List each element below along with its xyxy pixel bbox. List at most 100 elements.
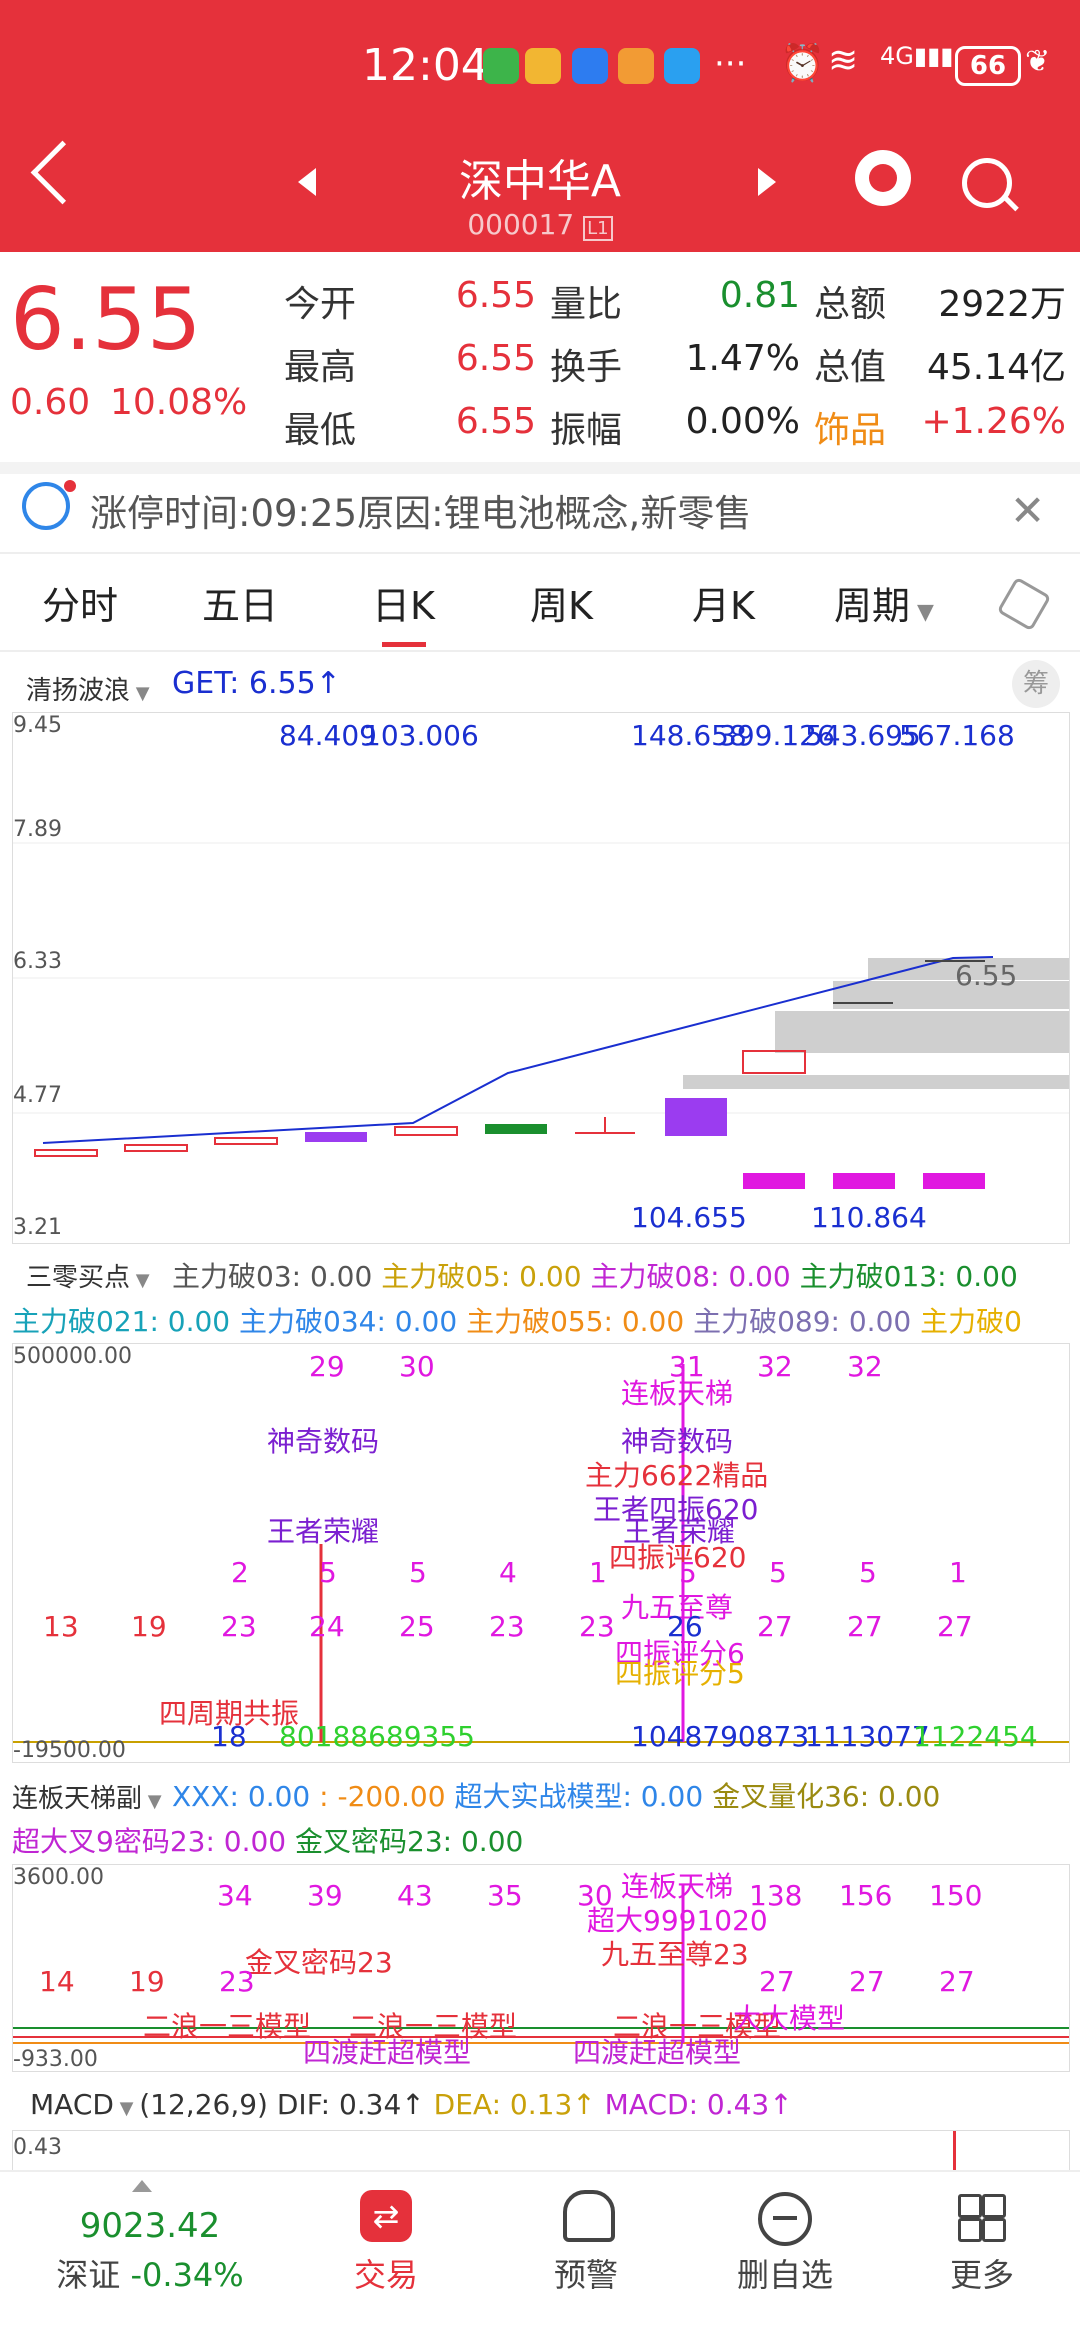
- nav-alert[interactable]: 预警: [553, 2256, 618, 2294]
- chip-distribution-button[interactable]: 筹: [1012, 660, 1060, 708]
- search-icon[interactable]: [962, 158, 1012, 208]
- indicator-value: 主力破055: 0.00: [466, 1305, 685, 1338]
- signal-label: 四振评分5: [615, 1657, 745, 1690]
- divider: [0, 650, 1080, 652]
- signal-label: 27: [849, 1965, 885, 1998]
- bulb-icon: [22, 482, 70, 530]
- signal-label: 四振评620: [609, 1541, 747, 1574]
- indicator-name: 清扬波浪: [26, 676, 131, 706]
- label-low: 最低: [284, 410, 357, 451]
- signal-label: 5: [859, 1556, 877, 1589]
- candle: [485, 1124, 547, 1134]
- signal-label: 5: [769, 1556, 787, 1589]
- expand-icon[interactable]: [132, 2180, 152, 2192]
- signal-label: 2: [231, 1556, 249, 1589]
- signal-label: 1122454: [913, 1720, 1038, 1753]
- label-market-value: 总值: [814, 347, 887, 388]
- grid-more-icon[interactable]: [958, 2194, 1006, 2242]
- current-price: 6.55: [10, 270, 202, 370]
- chip-bar: [833, 981, 1069, 1009]
- chevron-down-icon: ▼: [142, 1791, 162, 1812]
- tab-intraday[interactable]: 分时: [42, 584, 119, 628]
- indicator-values-line1: 主力破03: 0.00 主力破05: 0.00 主力破08: 0.00 主力破0…: [172, 1255, 1018, 1295]
- nav-more[interactable]: 更多: [949, 2256, 1014, 2294]
- value-turnover-rate: 1.47%: [685, 338, 800, 379]
- signal-label: 神奇数码: [267, 1425, 380, 1458]
- indicator-selector[interactable]: 连板天梯副 ▼: [12, 1778, 162, 1815]
- tab-daily-k[interactable]: 日K: [372, 584, 435, 628]
- tab-monthly-k[interactable]: 月K: [692, 584, 755, 628]
- chevron-down-icon: ▼: [910, 600, 934, 625]
- signal-label: 王者四振620: [593, 1493, 759, 1526]
- y-tick: 9.45: [13, 713, 62, 738]
- candle: [214, 1137, 278, 1145]
- tab-period[interactable]: 周期 ▼: [834, 575, 934, 630]
- previous-stock-icon[interactable]: [298, 168, 316, 196]
- signal-label: 连板天梯: [621, 1870, 734, 1903]
- signal-label: 四渡赶超模型: [573, 2036, 742, 2069]
- remove-watchlist-icon[interactable]: [758, 2192, 812, 2246]
- bottom-nav: [0, 2170, 1080, 2326]
- indicator-value: 主力破034: 0.00: [239, 1305, 458, 1338]
- indicator-value: XXX: 0.00: [172, 1780, 311, 1813]
- app-header: 12:04 ··· ⏰ ≋ 4G▮▮▮ 66 ❦ 深中华A 000017 L1: [0, 0, 1080, 252]
- chart-value-label: 103.006: [363, 719, 479, 752]
- close-icon[interactable]: ✕: [1010, 486, 1046, 535]
- value-turnover-amount: 2922万: [938, 284, 1066, 325]
- nav-trade[interactable]: 交易: [353, 2256, 418, 2294]
- status-time: 12:04: [362, 40, 489, 91]
- indicator-selector[interactable]: 清扬波浪 ▼: [26, 670, 150, 707]
- signal-label: 80188689355: [279, 1720, 475, 1753]
- signal-label: 九五至尊23: [601, 1938, 749, 1971]
- value-high: 6.55: [455, 338, 536, 379]
- signal-label: 1048790873: [631, 1720, 810, 1753]
- chart-value-label: 543.695: [805, 719, 921, 752]
- chip-bar: [868, 958, 1069, 980]
- limit-up-notice[interactable]: 涨停时间:09:25原因:锂电池概念,新零售: [90, 492, 752, 535]
- signal-label: 13: [43, 1610, 79, 1643]
- signal-label: 大大模型: [733, 2002, 846, 2035]
- signal-label: 5: [679, 1556, 697, 1589]
- signal-label: 王者荣耀: [267, 1515, 380, 1548]
- indicator-values-line1: XXX: 0.00 : -200.00 超大实战模型: 0.00 金叉量化36:…: [172, 1775, 940, 1815]
- signal-label: 27: [757, 1610, 793, 1643]
- trade-icon[interactable]: ⇄: [360, 2190, 412, 2242]
- indicator-selector[interactable]: 三零买点 ▼: [26, 1257, 150, 1294]
- bell-icon[interactable]: [563, 2190, 615, 2242]
- nav-remove-watchlist[interactable]: 删自选: [736, 2256, 833, 2294]
- signal-label: 24: [309, 1610, 345, 1643]
- index-value[interactable]: 9023.42: [79, 2206, 221, 2246]
- label-sector[interactable]: 饰品: [814, 410, 887, 451]
- indicator-chart-2[interactable]: 500000.00 -19500.00 29 30 31 32 32 连板天梯 …: [12, 1343, 1070, 1763]
- tab-five-day[interactable]: 五日: [202, 584, 279, 628]
- signal-label: 二浪一三模型: [143, 2010, 312, 2043]
- settings-icon[interactable]: [996, 576, 1052, 632]
- index-summary[interactable]: 深证 -0.34%: [40, 2250, 260, 2296]
- signal-label: 19: [131, 1610, 167, 1643]
- next-stock-icon[interactable]: [758, 168, 776, 196]
- indicator-svg: [13, 1364, 1069, 1743]
- value-sector[interactable]: +1.26%: [921, 401, 1066, 442]
- indicator-value: 金叉密码23: 0.00: [295, 1825, 524, 1858]
- signal-label: 32: [757, 1350, 793, 1383]
- signal-label: 32: [847, 1350, 883, 1383]
- indicator-value: 主力破03: 0.00: [172, 1260, 373, 1293]
- kline-chart[interactable]: 9.45 7.89 6.33 4.77 3.21 84.409 103.006 …: [12, 712, 1070, 1244]
- signal-label: 主力6622精品: [585, 1459, 769, 1492]
- chart-value-label: 567.168: [899, 719, 1015, 752]
- chevron-down-icon[interactable]: ▼: [113, 2098, 140, 2119]
- signal-label: 金叉密码23: [245, 1946, 393, 1979]
- price-change: 0.60: [10, 382, 91, 423]
- chart-value-label: 84.409: [279, 719, 377, 752]
- trend-line: [42, 956, 994, 1144]
- indicator-value: 金叉量化36: 0.00: [712, 1780, 941, 1813]
- macd-chart[interactable]: 0.43: [12, 2130, 1070, 2175]
- more-notifications-icon: ···: [714, 44, 747, 84]
- macd-label[interactable]: MACD: [30, 2088, 114, 2121]
- indicator-chart-3[interactable]: 3600.00 -933.00 34 39 43 35 30 138 156 1…: [12, 1864, 1070, 2072]
- mascot-icon[interactable]: [855, 150, 911, 206]
- signal-label: 39: [307, 1879, 343, 1912]
- signal-label: 27: [937, 1610, 973, 1643]
- tab-weekly-k[interactable]: 周K: [530, 584, 593, 628]
- y-tick: 7.89: [13, 817, 62, 842]
